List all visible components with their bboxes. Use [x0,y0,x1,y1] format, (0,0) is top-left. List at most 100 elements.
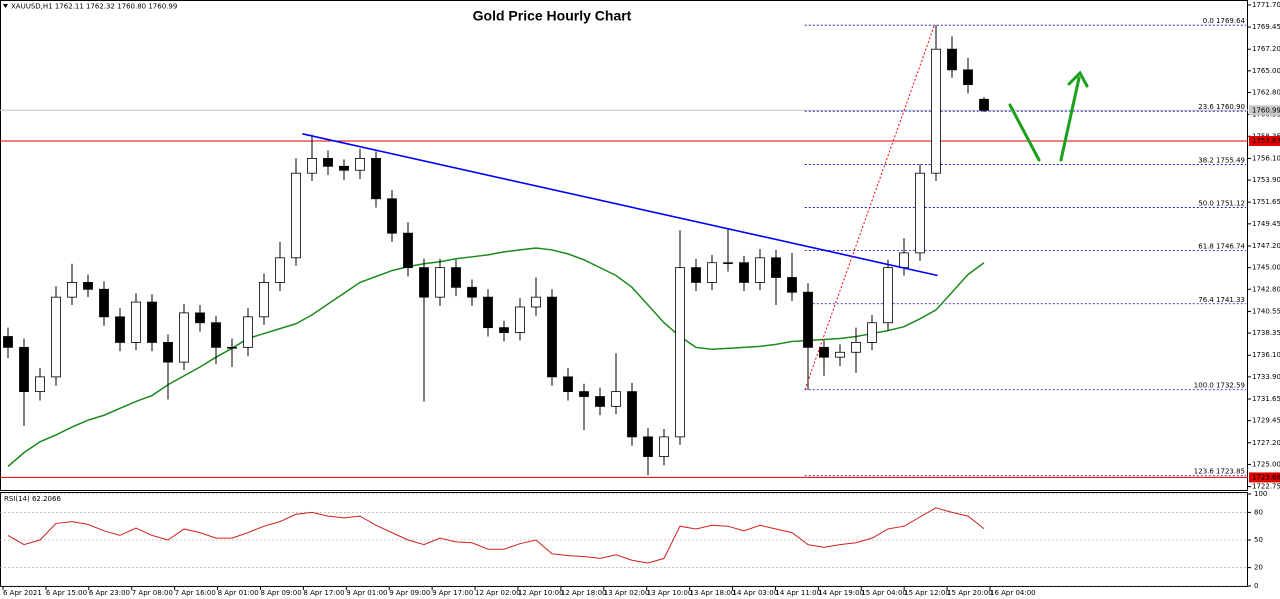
x-tick-label: 12 Apr 18:00 [561,589,607,597]
main-panel [0,0,1248,491]
candle-body [211,322,221,348]
candle-body [627,391,637,438]
y-tick-label: 1767.20 [1252,45,1280,53]
candle-body [979,98,989,111]
candle-body [3,336,13,348]
candle-body [867,322,877,343]
x-tick-label: 9 Apr 01:00 [346,589,387,597]
trendline [302,133,938,277]
rsi-tick-label: 100 [1254,490,1267,498]
price-tag [1249,136,1280,147]
rsi-tick-label: 50 [1254,536,1263,544]
candle-body [179,312,189,363]
x-tick-label: 7 Apr 16:00 [175,589,216,597]
x-tick-label: 9 Apr 09:00 [389,589,430,597]
rsi-tick-label: 0 [1254,582,1258,590]
y-tick-label: 1733.90 [1252,373,1280,381]
candle-body [243,316,253,348]
candle-body [115,316,125,343]
x-tick-label: 16 Apr 04:00 [990,589,1036,597]
y-tick-label: 1736.10 [1252,351,1280,359]
candle-body [531,296,541,308]
x-tick-label: 14 Apr 11:00 [775,589,821,597]
candle-body [483,296,493,329]
arrow-head [1067,70,1089,88]
candle-body [755,257,765,283]
fib-label: 23.6 1760.90 [1198,103,1245,111]
candle-body [675,267,685,438]
candle-body [371,158,381,200]
y-tick-label: 1751.65 [1252,198,1280,206]
candle-body [883,267,893,324]
rsi-line [7,507,985,564]
price-tag [1249,105,1280,116]
fib-trend [804,25,935,390]
y-tick-label: 1722.75 [1252,483,1280,491]
candle-body [963,69,973,86]
x-tick-label: 14 Apr 19:00 [818,589,864,597]
candle-body [195,312,205,324]
rsi-label: RSI(14) 62.2066 [4,495,61,503]
candle-body [851,342,861,353]
candle-body [323,158,333,167]
candle-body [899,252,909,269]
candle-body [915,172,925,254]
fib-label: 38.2 1755.49 [1198,156,1245,164]
candle-body [947,48,957,71]
candle-body [403,232,413,269]
y-tick-label: 1769.45 [1252,23,1280,31]
candle-body [707,262,717,283]
candle-body [595,396,605,407]
fib-label: 123.6 1723.85 [1194,468,1245,476]
y-tick-label: 1740.55 [1252,307,1280,315]
price-tag [1249,472,1280,483]
x-tick-label: 8 Apr 09:00 [260,589,301,597]
candle-body [163,342,173,363]
x-tick-label: 6 Apr 15:00 [46,589,87,597]
y-tick-label: 1765.00 [1252,67,1280,75]
price-tag-label: 1723.68 [1252,473,1280,481]
candle-body [83,281,93,290]
arrow-down [1008,103,1041,162]
y-tick-label: 1738.35 [1252,329,1280,337]
x-tick-label: 8 Apr 17:00 [303,589,344,597]
y-tick-label: 1729.45 [1252,417,1280,425]
x-tick-label: 7 Apr 08:00 [132,589,173,597]
candle-body [739,262,749,283]
candle-body [723,262,733,264]
moving-average [7,247,985,467]
candle-body [691,267,701,283]
candle-body [147,301,157,343]
candle-body [291,172,301,259]
arrows [1008,70,1089,162]
y-tick-label: 1725.00 [1252,460,1280,468]
x-tick-label: 13 Apr 10:00 [647,589,693,597]
candle-body [35,376,45,393]
candle-body [467,286,477,298]
candle-body [227,346,237,349]
rsi-panel [0,492,1248,587]
fib-label: 0.0 1769.64 [1203,17,1246,25]
candle-body [931,48,941,174]
candle-body [803,291,813,348]
rsi-tick-label: 20 [1254,564,1263,572]
candle-body [579,391,589,397]
rsi-tick-label: 80 [1254,508,1263,516]
candle-body [643,436,653,457]
price-tag-label: 1757.87 [1252,137,1280,145]
x-tick-label: 13 Apr 18:00 [690,589,736,597]
candle-body [547,296,557,378]
fib-label: 50.0 1751.12 [1198,199,1245,207]
candle-body [355,158,365,171]
y-tick-label: 1731.65 [1252,395,1280,403]
candle-body [259,281,269,318]
x-tick-label: 15 Apr 04:00 [861,589,907,597]
candle-body [611,391,621,407]
candle-body [51,296,61,378]
y-tick-label: 1753.90 [1252,176,1280,184]
candle-body [787,277,797,293]
y-tick-label: 1727.20 [1252,439,1280,447]
header-arrow [3,4,8,8]
candle-body [99,288,109,318]
